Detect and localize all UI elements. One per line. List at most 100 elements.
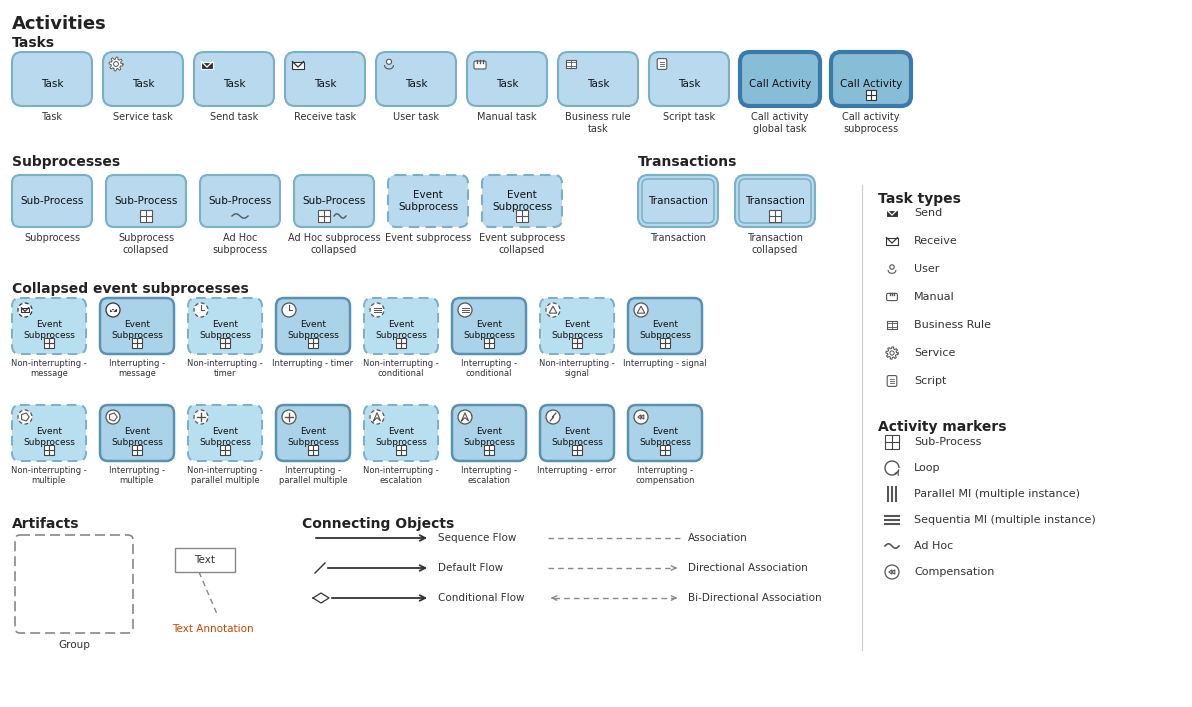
Text: Sub-Process: Sub-Process: [114, 196, 178, 206]
Text: Group: Group: [58, 640, 89, 650]
Text: Sub-Process: Sub-Process: [20, 196, 83, 206]
Text: Event
Subprocess: Event Subprocess: [639, 320, 691, 339]
FancyBboxPatch shape: [277, 405, 350, 461]
FancyBboxPatch shape: [200, 175, 280, 227]
Text: Ad Hoc subprocess
collapsed: Ad Hoc subprocess collapsed: [287, 233, 380, 255]
Text: Event
Subprocess: Event Subprocess: [462, 320, 515, 339]
Text: Subprocesses: Subprocesses: [12, 155, 120, 169]
Text: Transactions: Transactions: [638, 155, 738, 169]
Text: Event
Subprocess: Event Subprocess: [639, 427, 691, 447]
Circle shape: [370, 303, 384, 317]
Circle shape: [890, 351, 894, 355]
Text: Activities: Activities: [12, 15, 107, 33]
Bar: [887, 209, 898, 216]
Text: Artifacts: Artifacts: [12, 517, 80, 531]
FancyBboxPatch shape: [467, 52, 547, 106]
Bar: [139, 210, 153, 222]
FancyBboxPatch shape: [194, 52, 274, 106]
Text: Transaction: Transaction: [648, 196, 708, 206]
Text: Event
Subprocess: Event Subprocess: [111, 320, 163, 339]
Text: Event
Subprocess: Event Subprocess: [23, 427, 75, 447]
Bar: [308, 445, 318, 455]
Text: Task: Task: [42, 112, 62, 122]
FancyBboxPatch shape: [12, 405, 86, 461]
Text: Interrupting -
parallel multiple: Interrupting - parallel multiple: [279, 466, 347, 486]
Text: Event
Subprocess: Event Subprocess: [375, 320, 427, 339]
Text: Event
Subprocess: Event Subprocess: [551, 427, 603, 447]
Text: Script: Script: [914, 376, 946, 386]
Text: Ad Hoc
subprocess: Ad Hoc subprocess: [212, 233, 267, 255]
FancyBboxPatch shape: [628, 298, 702, 354]
Circle shape: [458, 303, 472, 317]
Bar: [221, 445, 230, 455]
Bar: [887, 321, 896, 329]
FancyBboxPatch shape: [474, 61, 486, 69]
FancyBboxPatch shape: [188, 405, 262, 461]
Text: Subprocess: Subprocess: [24, 233, 80, 243]
Text: Event
Subprocess: Event Subprocess: [287, 320, 339, 339]
Text: Association: Association: [688, 533, 747, 543]
Text: Event subprocess: Event subprocess: [385, 233, 471, 243]
FancyBboxPatch shape: [452, 405, 526, 461]
Text: Transaction: Transaction: [650, 233, 706, 243]
Text: Service task: Service task: [113, 112, 173, 122]
Text: Directional Association: Directional Association: [688, 563, 808, 573]
Text: Send task: Send task: [210, 112, 259, 122]
Text: Task: Task: [496, 79, 519, 89]
Text: Event
Subprocess: Event Subprocess: [111, 427, 163, 447]
Bar: [884, 435, 899, 449]
FancyBboxPatch shape: [482, 175, 561, 227]
Bar: [396, 445, 406, 455]
Bar: [221, 338, 230, 348]
FancyBboxPatch shape: [277, 298, 350, 354]
Circle shape: [106, 303, 120, 317]
FancyBboxPatch shape: [540, 405, 614, 461]
Text: Call activity
global task: Call activity global task: [751, 112, 808, 134]
Circle shape: [634, 303, 648, 317]
FancyBboxPatch shape: [100, 298, 174, 354]
Text: Parallel MI (multiple instance): Parallel MI (multiple instance): [914, 489, 1080, 499]
Text: Activity markers: Activity markers: [879, 420, 1006, 434]
Circle shape: [283, 410, 296, 424]
Bar: [660, 445, 670, 455]
Text: Compensation: Compensation: [914, 567, 994, 577]
Text: Event
Subprocess: Event Subprocess: [287, 427, 339, 447]
Bar: [660, 338, 670, 348]
Text: Call Activity: Call Activity: [840, 79, 902, 89]
Text: Event
Subprocess: Event Subprocess: [462, 427, 515, 447]
Text: Connecting Objects: Connecting Objects: [302, 517, 454, 531]
Text: Call Activity: Call Activity: [749, 79, 811, 89]
Bar: [572, 445, 582, 455]
Text: User task: User task: [393, 112, 439, 122]
Bar: [44, 338, 54, 348]
Bar: [769, 210, 781, 222]
FancyBboxPatch shape: [740, 52, 820, 106]
Text: Subprocess
collapsed: Subprocess collapsed: [118, 233, 174, 255]
Circle shape: [386, 59, 391, 64]
FancyBboxPatch shape: [188, 298, 262, 354]
Text: Interrupting - signal: Interrupting - signal: [623, 359, 707, 368]
Polygon shape: [108, 57, 123, 71]
FancyBboxPatch shape: [106, 175, 186, 227]
Text: Event
Subprocess: Event Subprocess: [551, 320, 603, 339]
Bar: [21, 308, 29, 312]
Text: Event
Subprocess: Event Subprocess: [375, 427, 427, 447]
Circle shape: [370, 410, 384, 424]
Bar: [132, 338, 142, 348]
Bar: [132, 445, 142, 455]
Text: Interrupting -
multiple: Interrupting - multiple: [108, 466, 164, 486]
FancyBboxPatch shape: [638, 175, 718, 227]
Bar: [175, 548, 235, 572]
Text: Receive: Receive: [914, 236, 957, 246]
Circle shape: [113, 62, 118, 66]
FancyBboxPatch shape: [375, 52, 457, 106]
Bar: [572, 338, 582, 348]
FancyBboxPatch shape: [389, 175, 468, 227]
FancyBboxPatch shape: [540, 298, 614, 354]
Text: Call activity
subprocess: Call activity subprocess: [843, 112, 900, 134]
FancyBboxPatch shape: [657, 59, 666, 69]
Text: Sequentia MI (multiple instance): Sequentia MI (multiple instance): [914, 515, 1095, 525]
Text: Transaction
collapsed: Transaction collapsed: [747, 233, 803, 255]
Circle shape: [18, 410, 32, 424]
Text: Task: Task: [586, 79, 609, 89]
